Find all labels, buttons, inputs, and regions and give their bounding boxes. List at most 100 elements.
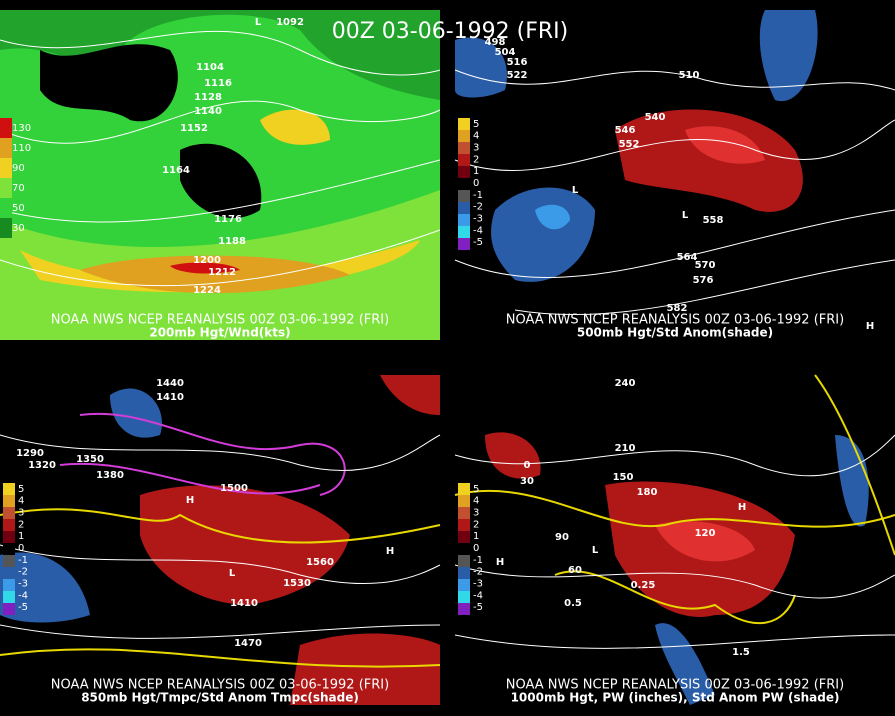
contour-label: 120 xyxy=(695,528,716,539)
contour-label: 504 xyxy=(495,47,516,58)
contour-label: 0.5 xyxy=(564,598,582,609)
panel-subcaption: 850mb Hgt/Tmpc/Std Anom Tmpc(shade) xyxy=(81,691,359,705)
contour-label: 0.25 xyxy=(631,580,656,591)
legend-label: -4 xyxy=(473,590,483,601)
contour-label: 582 xyxy=(667,303,688,314)
contour-label: L xyxy=(229,568,236,579)
map-title: 00Z 03-06-1992 (FRI) xyxy=(332,19,569,44)
contour-label: 540 xyxy=(645,112,666,123)
contour-label: 522 xyxy=(507,70,528,81)
legend-label: 5 xyxy=(473,119,479,130)
contour-label: 516 xyxy=(507,57,528,68)
panel-caption: NOAA NWS NCEP REANALYSIS 00Z 03-06-1992 … xyxy=(506,678,844,693)
contour-label: 180 xyxy=(637,487,658,498)
legend-label: -5 xyxy=(473,602,483,613)
legend-label: -2 xyxy=(18,567,28,578)
panel-200mb xyxy=(0,10,441,340)
contour-label: H xyxy=(186,495,194,506)
legend-label: 50 xyxy=(12,203,25,214)
legend-label: -1 xyxy=(18,555,28,566)
contour-label: 1176 xyxy=(214,214,242,225)
legend-label: -3 xyxy=(473,578,483,589)
legend-label: 30 xyxy=(12,223,25,234)
contour-label: 558 xyxy=(703,215,724,226)
legend-label: 3 xyxy=(473,508,479,519)
contour-label: 1410 xyxy=(230,598,258,609)
panel-caption: NOAA NWS NCEP REANALYSIS 00Z 03-06-1992 … xyxy=(51,313,389,328)
contour-label: 552 xyxy=(619,139,640,150)
contour-label: 1380 xyxy=(96,470,124,481)
contour-label: 1350 xyxy=(76,454,104,465)
contour-label: 1560 xyxy=(306,557,334,568)
contour-label: H xyxy=(866,321,874,332)
contour-label: 210 xyxy=(615,443,636,454)
panel-subcaption: 200mb Hgt/Wnd(kts) xyxy=(149,326,290,340)
contour-label: 1290 xyxy=(16,448,44,459)
legend-label: -3 xyxy=(18,578,28,589)
legend-label: 2 xyxy=(473,519,479,530)
legend-label: -4 xyxy=(18,590,28,601)
contour-label: 240 xyxy=(615,378,636,389)
panel-850mb xyxy=(0,375,441,705)
legend-label: 2 xyxy=(18,519,24,530)
contour-label: 1104 xyxy=(196,62,224,73)
legend-label: 4 xyxy=(473,131,479,142)
contour-label: 60 xyxy=(568,565,582,576)
legend-label: -4 xyxy=(473,225,483,236)
contour-label: 1410 xyxy=(156,392,184,403)
contour-label: 1164 xyxy=(162,165,190,176)
contour-label: 1440 xyxy=(156,378,184,389)
legend-label: -3 xyxy=(473,213,483,224)
legend-label: 2 xyxy=(473,154,479,165)
legend-label: 4 xyxy=(473,496,479,507)
contour-label: L xyxy=(592,545,599,556)
contour-label: 1212 xyxy=(208,267,236,278)
legend-label: 5 xyxy=(473,484,479,495)
legend-label: 1 xyxy=(18,531,24,542)
legend-label: 1 xyxy=(473,166,479,177)
legend-label: 5 xyxy=(18,484,24,495)
contour-label: H xyxy=(386,546,394,557)
contour-label: 510 xyxy=(679,70,700,81)
legend-label: -1 xyxy=(473,190,483,201)
legend-label: -2 xyxy=(473,202,483,213)
contour-label: 1092 xyxy=(276,17,304,28)
legend-label: 1 xyxy=(473,531,479,542)
contour-label: 564 xyxy=(677,252,698,263)
panel-subcaption: 500mb Hgt/Std Anom(shade) xyxy=(577,326,773,340)
contour-label: 1128 xyxy=(194,92,222,103)
legend-label: -1 xyxy=(473,555,483,566)
contour-label: 1500 xyxy=(220,483,248,494)
legend-label: -5 xyxy=(473,237,483,248)
legend-label: -2 xyxy=(473,567,483,578)
contour-label: 1470 xyxy=(234,638,262,649)
contour-label: 570 xyxy=(695,260,716,271)
contour-label: 1200 xyxy=(193,255,221,266)
contour-label: 30 xyxy=(520,476,534,487)
panel-caption: NOAA NWS NCEP REANALYSIS 00Z 03-06-1992 … xyxy=(51,678,389,693)
panel-1000mb xyxy=(454,374,895,705)
contour-label: L xyxy=(572,185,579,196)
legend-label: 130 xyxy=(12,123,31,134)
contour-label: 576 xyxy=(693,275,714,286)
contour-label: 1320 xyxy=(28,460,56,471)
panel-caption: NOAA NWS NCEP REANALYSIS 00Z 03-06-1992 … xyxy=(506,313,844,328)
contour-label: 150 xyxy=(613,472,634,483)
panel-500mb xyxy=(454,10,895,340)
legend-label: 3 xyxy=(18,508,24,519)
legend-label: 70 xyxy=(12,183,25,194)
contour-label: 1140 xyxy=(194,106,222,117)
contour-label: H xyxy=(496,557,504,568)
contour-label: H xyxy=(738,502,746,513)
legend-label: 0 xyxy=(473,178,479,189)
contour-label: 498 xyxy=(485,37,506,48)
contour-label: 1.5 xyxy=(732,647,750,658)
panel-subcaption: 1000mb Hgt, PW (inches), Std Anom PW (sh… xyxy=(511,691,840,705)
legend-label: 3 xyxy=(473,143,479,154)
contour-label: L xyxy=(255,17,262,28)
contour-label: 1530 xyxy=(283,578,311,589)
contour-label: L xyxy=(682,210,689,221)
legend-label: 110 xyxy=(12,143,31,154)
legend-label: 4 xyxy=(18,496,24,507)
